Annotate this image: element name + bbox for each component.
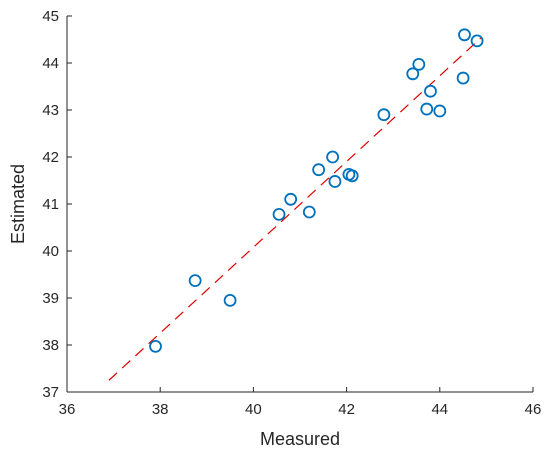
y-tick-label: 37 (42, 384, 59, 401)
x-tick-label: 40 (245, 401, 262, 418)
y-tick-label: 38 (42, 337, 59, 354)
data-point (149, 340, 162, 353)
data-point (328, 175, 342, 188)
y-ticks: 37 38 39 40 41 42 43 44 45 (42, 8, 72, 401)
x-tick-label: 42 (338, 401, 355, 418)
x-tick-label: 46 (525, 401, 542, 418)
x-axis-title: Measured (260, 429, 340, 449)
y-tick-label: 43 (42, 102, 59, 119)
data-point (406, 67, 420, 81)
x-tick-label: 36 (59, 401, 76, 418)
data-point (470, 34, 484, 48)
data-point (458, 28, 471, 42)
x-tick-label: 44 (431, 401, 448, 418)
reference-line-layer (108, 36, 483, 381)
data-point (433, 104, 447, 118)
x-ticks: 36 38 40 42 44 46 (59, 387, 542, 418)
data-point (456, 71, 470, 85)
data-point (412, 58, 426, 71)
y-tick-label: 44 (42, 55, 59, 72)
y-tick-label: 45 (42, 8, 59, 25)
y-axis-title: Estimated (8, 164, 28, 244)
data-point (326, 150, 340, 164)
y-tick-label: 40 (42, 243, 59, 260)
data-point (188, 274, 202, 288)
y-tick-label: 41 (42, 196, 59, 213)
data-points-layer (149, 28, 484, 353)
data-point (420, 102, 434, 116)
y-tick-label: 39 (42, 290, 59, 307)
data-point (284, 192, 298, 206)
reference-line (108, 36, 483, 381)
data-point (377, 108, 391, 122)
y-tick-label: 42 (42, 149, 59, 166)
data-point (302, 205, 316, 219)
data-point (272, 207, 286, 221)
x-tick-label: 38 (152, 401, 169, 418)
data-point (223, 293, 237, 307)
data-point (424, 84, 437, 98)
data-point (345, 169, 359, 183)
data-point (312, 163, 326, 177)
